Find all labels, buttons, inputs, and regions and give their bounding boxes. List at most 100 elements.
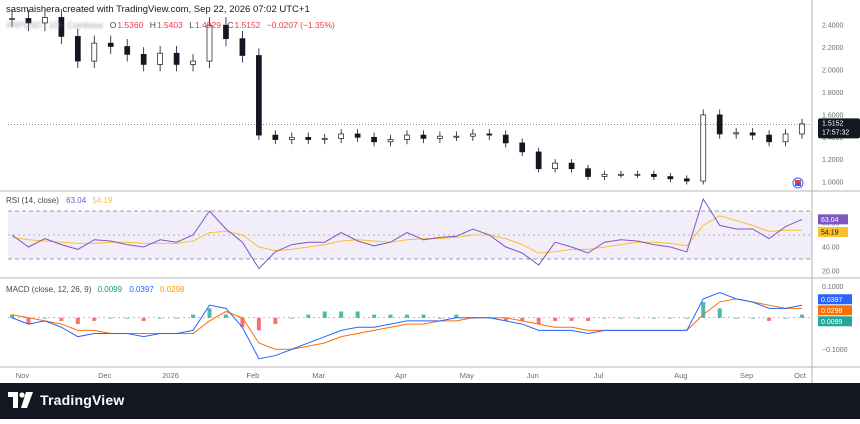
price-candle xyxy=(321,138,328,140)
macd-hist-bar xyxy=(684,317,689,319)
symbol-legend: XRPUSD · 1D · Coinbase O1.5360 H1.5403 L… xyxy=(6,20,335,30)
x-tick-label: 2026 xyxy=(162,371,179,380)
tradingview-logo-text: TradingView xyxy=(40,392,125,408)
price-candle xyxy=(651,173,657,177)
price-candle xyxy=(519,142,526,153)
high-label: H xyxy=(149,20,156,30)
macd-hist-bar xyxy=(42,317,47,319)
price-candle xyxy=(799,123,805,135)
x-tick-label: Aug xyxy=(674,371,687,380)
close-label: C xyxy=(227,20,234,30)
creator-line: sasmaishera created with TradingView.com… xyxy=(6,4,310,15)
macd-hist-bar xyxy=(158,317,163,319)
macd-hist-bar xyxy=(536,317,541,325)
price-candle xyxy=(782,133,789,143)
macd-tag xyxy=(818,294,852,305)
macd-hist-bar xyxy=(405,314,409,318)
tradingview-logo[interactable]: TradingView xyxy=(8,392,124,408)
price-candle xyxy=(535,151,542,170)
open-value: 1.5360 xyxy=(117,20,144,30)
price-candle xyxy=(107,42,114,47)
close-value: 1.5152 xyxy=(234,20,261,30)
flag-icon-stripe xyxy=(795,183,801,186)
rsi-legend-label: RSI (14, close) xyxy=(6,196,59,205)
price-candle xyxy=(58,17,65,37)
price-candle xyxy=(354,133,361,138)
x-tick-label: Nov xyxy=(16,371,30,380)
macd-hist-bar xyxy=(355,311,360,318)
macd-pane xyxy=(8,292,812,360)
macd-signal-tag xyxy=(818,305,852,316)
macd-hist-bar xyxy=(108,317,113,319)
x-tick-label: Oct xyxy=(794,371,807,380)
rsi-pane xyxy=(8,197,812,270)
macd-signal-tag-value: 0.0298 xyxy=(821,308,843,315)
price-candle xyxy=(124,46,131,55)
macd-hist-bar xyxy=(306,314,311,318)
price-candle xyxy=(371,136,377,143)
macd-hist-bar xyxy=(322,311,327,318)
change-value: −0.0207 (−1.35%) xyxy=(266,20,335,30)
macd-y-tick-label: −0.1000 xyxy=(822,347,848,354)
rsi-y-tick-label: 20.00 xyxy=(822,269,840,276)
tradingview-logo-icon xyxy=(8,392,33,408)
price-tag xyxy=(818,118,860,139)
price-candle xyxy=(91,42,98,62)
price-candle xyxy=(74,36,81,62)
price-candle xyxy=(387,139,394,143)
macd-hist-bar xyxy=(668,317,673,319)
price-candle xyxy=(223,24,229,40)
price-candle xyxy=(502,134,509,144)
price-candle xyxy=(733,132,740,135)
price-candle xyxy=(683,178,690,182)
price-candle xyxy=(305,136,312,140)
macd-hist-bar xyxy=(223,314,228,318)
macd-legend-signal: 0.0298 xyxy=(160,285,185,294)
macd-hist-bar xyxy=(256,317,261,331)
macd-hist-bar xyxy=(125,317,130,319)
macd-hist-bar xyxy=(800,314,804,318)
macd-legend-label: MACD (close, 12, 26, 9) xyxy=(6,285,92,294)
x-tick-label: Feb xyxy=(246,371,259,380)
macd-legend-macd: 0.0397 xyxy=(129,285,154,294)
price-candle xyxy=(404,134,410,140)
price-candle xyxy=(634,173,641,176)
x-tick-label: Dec xyxy=(98,371,112,380)
price-candle xyxy=(486,133,493,136)
price-y-tick-label: 2.0000 xyxy=(822,68,844,75)
macd-hist-bar xyxy=(783,317,788,319)
macd-hist-bar xyxy=(586,317,591,321)
macd-hist-bar xyxy=(454,314,459,318)
macd-hist-bar xyxy=(734,317,739,319)
macd-hist-bar xyxy=(651,317,656,319)
macd-hist-bar xyxy=(503,317,508,321)
price-tag-countdown: 17:57:32 xyxy=(822,129,849,136)
rsi-legend-value: 63.04 xyxy=(66,196,87,205)
price-candle xyxy=(585,168,591,177)
macd-hist-bar xyxy=(191,314,196,318)
macd-hist-bar xyxy=(717,308,722,318)
rsi-ma-line xyxy=(11,215,802,254)
rsi-y-tick-label: 40.00 xyxy=(822,245,840,252)
macd-hist-bar xyxy=(207,308,212,318)
macd-hist-bar xyxy=(635,317,640,319)
price-candle xyxy=(157,52,163,65)
rsi-ma-tag xyxy=(818,226,848,237)
flag-icon xyxy=(792,177,804,189)
macd-hist-bar xyxy=(372,314,377,318)
price-candle xyxy=(667,176,674,180)
price-candle xyxy=(552,162,558,170)
open-label: O xyxy=(109,20,117,30)
macd-hist-bar xyxy=(26,317,31,325)
price-candle xyxy=(173,52,180,65)
macd-hist-bar xyxy=(339,311,344,318)
price-y-tick-label: 1.6000 xyxy=(822,112,844,119)
x-tick-label: May xyxy=(460,371,474,380)
rsi-line xyxy=(11,197,803,270)
low-value: 1.4929 xyxy=(194,20,221,30)
macd-y-tick-label: 0.1000 xyxy=(822,284,844,291)
price-candle xyxy=(700,114,707,182)
price-candle xyxy=(25,18,32,24)
price-candle xyxy=(601,173,608,177)
macd-hist-bar xyxy=(92,317,97,321)
